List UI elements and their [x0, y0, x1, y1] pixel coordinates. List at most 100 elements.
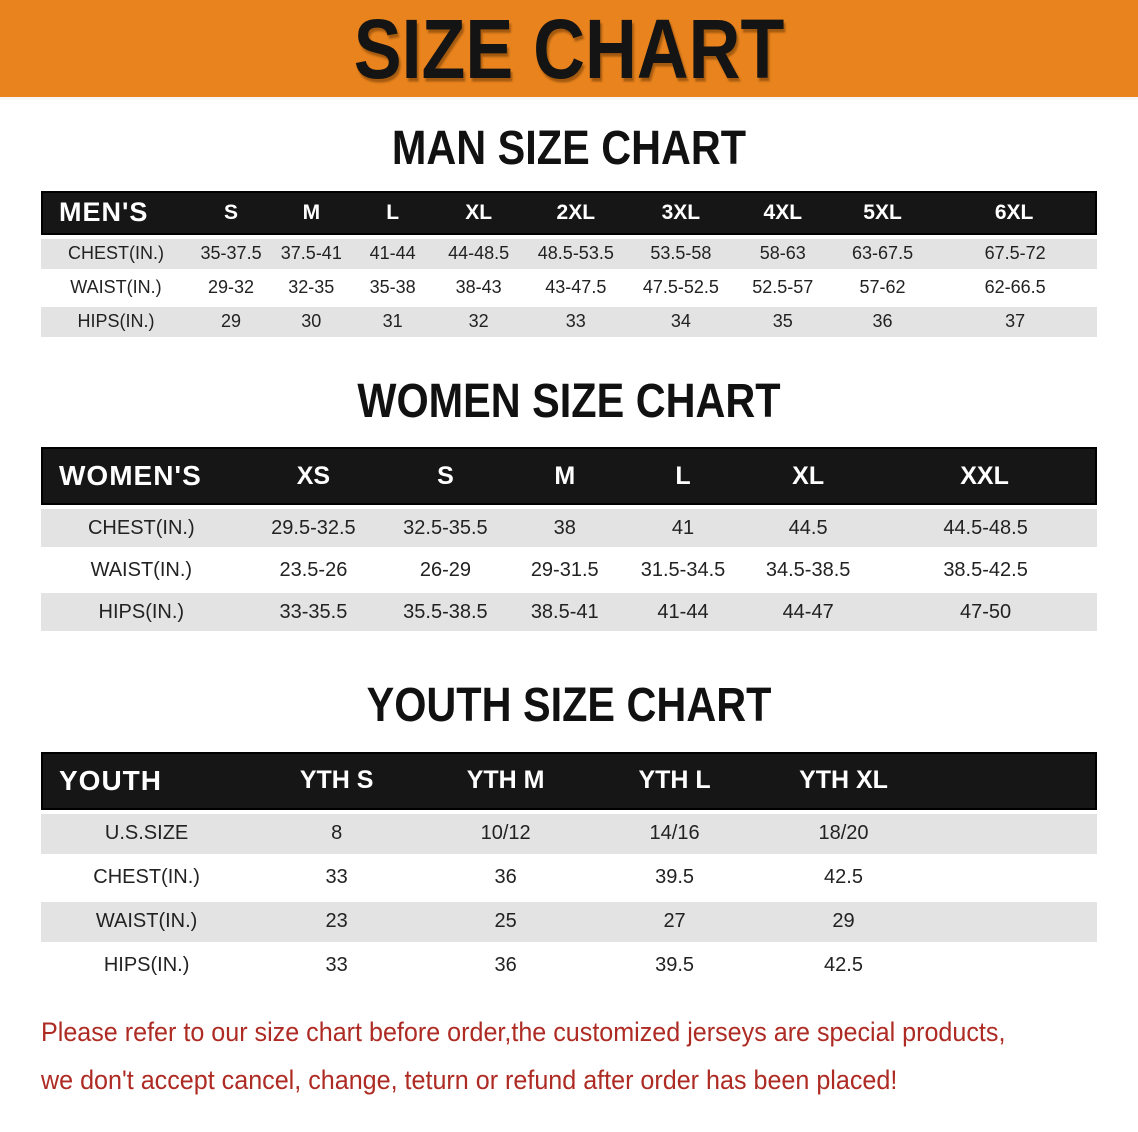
men-measure-value: 32-35 — [288, 277, 335, 298]
footer-notice: Please refer to our size chart before or… — [41, 1016, 1138, 1098]
men-measure-value: 32 — [433, 306, 524, 337]
men-header-row: MEN'S S M L XL 2XL 3XL 4XL 5XL 6XL — [41, 190, 1097, 235]
youth-measure-value: 8 — [252, 813, 422, 854]
youth-measure-value: 33 — [325, 866, 348, 889]
table-row: CHEST(IN.) 33 36 39.5 42.5 — [41, 858, 1097, 898]
women-measure-value: 44-47 — [742, 593, 875, 632]
youth-measure-value: 27 — [590, 901, 760, 942]
men-measure-value: 35 — [733, 306, 832, 337]
men-measure-label: CHEST(IN.) — [41, 238, 191, 269]
banner: SIZE CHART — [0, 0, 1138, 100]
notice-line-1: Please refer to our size chart before or… — [41, 1016, 1006, 1047]
women-measure-value: 41-44 — [623, 593, 743, 632]
men-size-column-header: S — [190, 190, 272, 235]
men-measure-value: 58-63 — [733, 238, 832, 269]
men-size-column-header: L — [351, 190, 434, 235]
table-row: WAIST(IN.) 29-32 32-35 35-38 38-43 43-47.5 47.… — [41, 273, 1097, 303]
men-measure-value: 41-44 — [351, 238, 434, 269]
youth-chart-title: YOUTH SIZE CHART — [366, 676, 772, 732]
page-title: SIZE CHART — [353, 0, 785, 97]
women-measure-label: CHEST(IN.) — [41, 509, 242, 548]
youth-header-row: YOUTH YTH S YTH M YTH L YTH XL — [41, 751, 1097, 810]
women-measure-value: 23.5-26 — [279, 558, 348, 581]
men-measure-value: 43-47.5 — [545, 277, 607, 298]
women-measure-value: 34.5-38.5 — [765, 558, 851, 581]
men-size-column-header: M — [271, 190, 352, 235]
women-measure-value: 38 — [505, 509, 624, 548]
women-measure-value: 26-29 — [419, 558, 471, 581]
men-measure-label: HIPS(IN.) — [41, 306, 191, 337]
men-measure-value: 33 — [523, 306, 629, 337]
women-measure-value: 44.5 — [742, 509, 875, 548]
men-measure-value: 48.5-53.5 — [523, 238, 629, 269]
men-measure-value: 62-66.5 — [984, 277, 1046, 298]
spacer-cell — [928, 946, 1097, 986]
women-size-column-header: XS — [241, 447, 386, 506]
youth-size-column-header: YTH L — [590, 751, 760, 810]
men-measure-value: 35-38 — [369, 277, 416, 298]
women-measure-value: 29-31.5 — [530, 558, 599, 581]
men-size-column-header: XL — [433, 190, 524, 235]
youth-measure-value: 29 — [759, 901, 928, 942]
women-chart-title: WOMEN SIZE CHART — [357, 372, 781, 427]
men-measure-value: 67.5-72 — [933, 238, 1097, 269]
women-size-table: WOMEN'S XS S M L XL XXL CHEST(IN.) 29.5-32.5 32.5… — [41, 443, 1097, 635]
youth-measure-label: HIPS(IN.) — [103, 954, 190, 977]
youth-measure-value: 42.5 — [824, 954, 863, 977]
women-measure-value: 29.5-32.5 — [241, 509, 386, 548]
section-men: MAN SIZE CHART MEN'S S M L XL 2XL 3XL 4XL 5XL 6XL C… — [41, 119, 1097, 341]
women-measure-value: 32.5-35.5 — [385, 509, 506, 548]
men-measure-value: 36 — [831, 306, 934, 337]
table-row: CHEST(IN.) 29.5-32.5 32.5-35.5 38 41 44.5 44.5… — [41, 509, 1097, 548]
women-size-column-header: XL — [742, 447, 875, 506]
youth-measure-value: 10/12 — [421, 813, 591, 854]
men-measure-value: 30 — [271, 306, 352, 337]
men-measure-value: 29-32 — [208, 277, 255, 298]
men-size-column-header: 5XL — [831, 190, 934, 235]
men-size-table: MEN'S S M L XL 2XL 3XL 4XL 5XL 6XL CHEST(IN.) 35-37… — [41, 187, 1097, 341]
men-measure-value: 38-43 — [455, 277, 502, 298]
women-measure-value: 31.5-34.5 — [640, 558, 726, 581]
youth-measure-value: 39.5 — [655, 954, 695, 977]
men-measure-value: 35-37.5 — [190, 238, 272, 269]
men-measure-label: WAIST(IN.) — [70, 277, 162, 298]
table-row: HIPS(IN.) 33-35.5 35.5-38.5 38.5-41 41-44 44-… — [41, 593, 1097, 632]
size-charts-container: MAN SIZE CHART MEN'S S M L XL 2XL 3XL 4XL 5XL 6XL C… — [0, 119, 1138, 990]
men-measure-value: 34 — [628, 306, 734, 337]
youth-measure-label: WAIST(IN.) — [41, 901, 253, 942]
men-chart-title: MAN SIZE CHART — [391, 119, 747, 175]
youth-measure-label: U.S.SIZE — [41, 813, 253, 854]
youth-measure-value: 39.5 — [655, 866, 695, 889]
women-measure-value: 44.5-48.5 — [874, 509, 1097, 548]
notice-line-2: we don't accept cancel, change, teturn o… — [41, 1064, 898, 1095]
table-row: HIPS(IN.) 29 30 31 32 33 34 35 36 37 — [41, 306, 1097, 337]
youth-measure-value: 42.5 — [824, 866, 863, 889]
table-row: CHEST(IN.) 35-37.5 37.5-41 41-44 44-48.5 48.5… — [41, 238, 1097, 269]
men-measure-value: 31 — [351, 306, 434, 337]
women-measure-value: 33-35.5 — [241, 593, 386, 632]
table-row: HIPS(IN.) 33 36 39.5 42.5 — [41, 946, 1097, 986]
women-size-column-header: XXL — [874, 447, 1097, 506]
women-measure-value: 38.5-42.5 — [943, 558, 1028, 581]
men-measure-value: 47.5-52.5 — [642, 277, 719, 298]
men-measure-value: 57-62 — [859, 277, 906, 298]
youth-measure-value: 25 — [421, 901, 591, 942]
men-measure-value: 63-67.5 — [831, 238, 934, 269]
men-size-column-header: 2XL — [523, 190, 629, 235]
youth-measure-value: 23 — [252, 901, 422, 942]
section-youth: YOUTH SIZE CHART YOUTH YTH S YTH M YTH L YTH … — [41, 676, 1097, 990]
women-measure-value: 38.5-41 — [505, 593, 624, 632]
youth-measure-label: CHEST(IN.) — [93, 866, 200, 889]
table-row: WAIST(IN.) 23.5-26 26-29 29-31.5 31.5-34.5 34… — [41, 551, 1097, 589]
youth-measure-value: 18/20 — [759, 813, 928, 854]
youth-measure-value: 36 — [494, 866, 517, 889]
men-size-column-header: 3XL — [628, 190, 734, 235]
youth-size-column-header: YTH S — [252, 751, 422, 810]
table-row: U.S.SIZE 8 10/12 14/16 18/20 — [41, 813, 1097, 854]
women-measure-label: HIPS(IN.) — [41, 593, 242, 632]
youth-size-column-header: YTH XL — [759, 751, 928, 810]
youth-measure-value: 36 — [494, 954, 517, 977]
spacer-cell — [928, 751, 1097, 810]
women-group-label: WOMEN'S — [41, 447, 242, 506]
men-size-column-header: 6XL — [933, 190, 1097, 235]
